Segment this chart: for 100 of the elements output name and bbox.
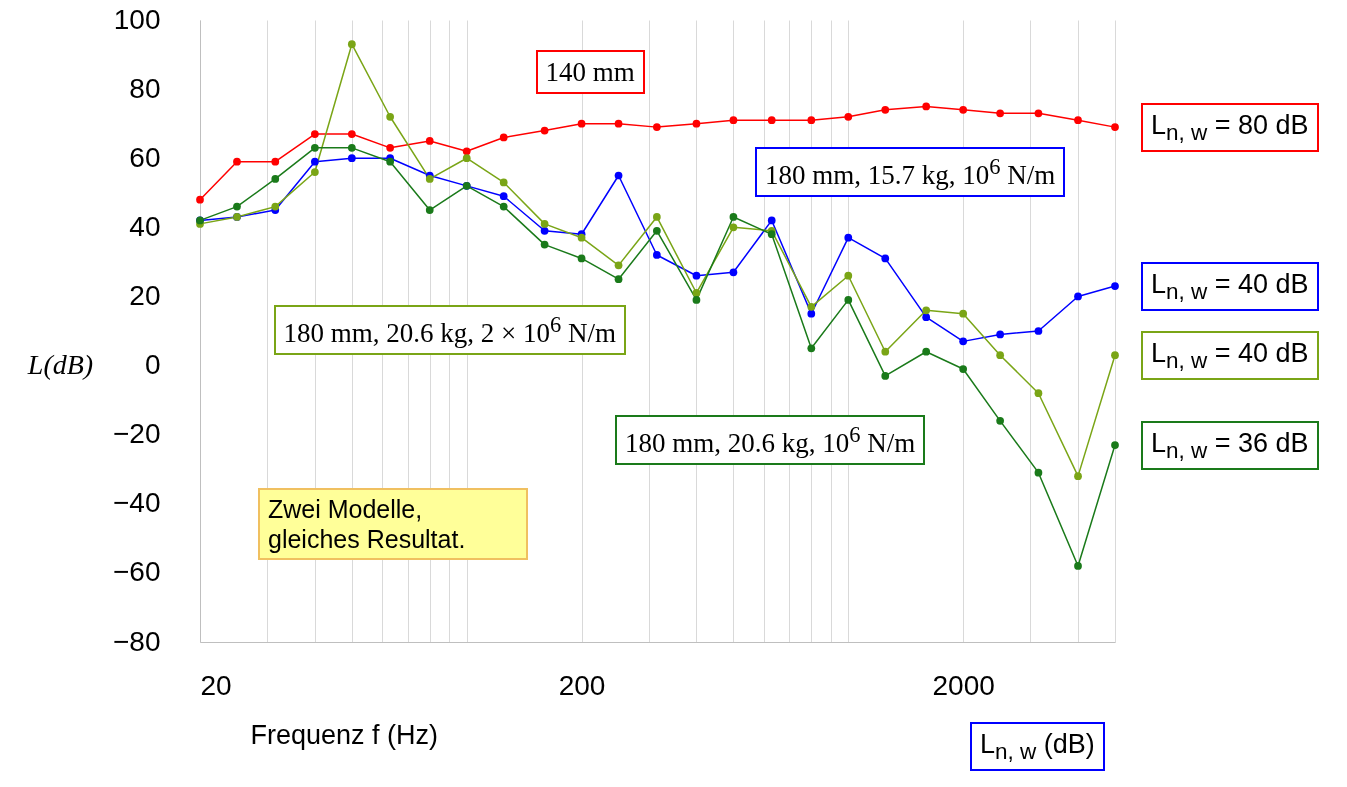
- point: [499, 202, 508, 211]
- point: [233, 157, 241, 166]
- point: [807, 309, 816, 318]
- y-tick-label: −20: [113, 418, 161, 450]
- point: [729, 213, 738, 221]
- point: [729, 116, 738, 125]
- point: [1074, 292, 1082, 301]
- y-axis-title: L(dB): [26, 349, 94, 381]
- point: [692, 296, 701, 304]
- point: [233, 202, 241, 211]
- point: [881, 372, 890, 380]
- point: [577, 119, 586, 128]
- point: [729, 268, 738, 277]
- point: [271, 202, 280, 211]
- point: [540, 240, 549, 249]
- y-tick-label: −60: [113, 556, 161, 588]
- point: [462, 154, 471, 163]
- point: [540, 220, 549, 228]
- point: [692, 119, 701, 128]
- point: [652, 213, 661, 221]
- y-tick-label: 40: [129, 210, 161, 242]
- point: [1074, 472, 1082, 480]
- point: [499, 133, 508, 142]
- point: [807, 116, 816, 125]
- point: [922, 347, 931, 356]
- point: [729, 223, 738, 232]
- point: [922, 306, 931, 315]
- point: [577, 254, 586, 263]
- point: [844, 233, 853, 242]
- point: [1034, 468, 1043, 477]
- y-tick-label: −80: [113, 625, 161, 657]
- series-label: 180 mm, 20.6 kg, 2 × 10$^{6}$ N/m: [273, 305, 626, 356]
- point: [996, 109, 1005, 118]
- text: L$_{n, w}$ (dB): [970, 722, 1105, 772]
- point: [386, 143, 395, 152]
- point: [1111, 282, 1119, 290]
- text: L$_{n, w}$ = 36 dB: [1141, 420, 1319, 470]
- point: [807, 344, 816, 353]
- point: [767, 216, 776, 225]
- point: [271, 175, 280, 183]
- y-tick-label: −40: [113, 487, 161, 519]
- point: [807, 302, 816, 311]
- point: [959, 105, 968, 114]
- y-tick-label: 60: [129, 141, 161, 173]
- point: [767, 230, 776, 239]
- y-tick-label: 0: [144, 349, 161, 381]
- point: [425, 175, 434, 183]
- x-tick-label: 20: [200, 669, 232, 701]
- point: [271, 157, 280, 166]
- series-label: 180 mm, 15.7 kg, 10$^{6}$ N/m: [755, 147, 1066, 198]
- point: [310, 157, 319, 166]
- point: [462, 147, 471, 156]
- point: [614, 275, 623, 284]
- point: [614, 171, 623, 180]
- point: [386, 112, 395, 121]
- y-tick-label: 20: [129, 279, 161, 311]
- text: L$_{n, w}$ = 40 dB: [1141, 261, 1319, 311]
- point: [959, 309, 968, 318]
- point: [1111, 441, 1119, 449]
- point: [844, 112, 853, 121]
- y-tick-label: 100: [113, 3, 161, 35]
- point: [310, 130, 319, 138]
- point: [922, 313, 931, 322]
- point: [1034, 389, 1043, 398]
- point: [959, 337, 968, 346]
- point: [540, 126, 549, 135]
- point: [614, 261, 623, 270]
- point: [1074, 562, 1082, 570]
- point: [996, 330, 1005, 339]
- point: [692, 271, 701, 280]
- point: [499, 178, 508, 187]
- x-tick-label: 2000: [932, 669, 995, 701]
- point: [1074, 116, 1082, 125]
- point: [881, 347, 890, 356]
- y-tick-label: 80: [129, 72, 161, 104]
- point: [767, 116, 776, 125]
- point: [310, 143, 319, 152]
- point: [922, 102, 931, 111]
- point: [347, 143, 356, 152]
- point: [652, 123, 661, 131]
- point: [881, 105, 890, 114]
- point: [1034, 327, 1043, 335]
- point: [844, 296, 853, 304]
- point: [196, 195, 204, 204]
- point: [1111, 123, 1119, 131]
- point: [347, 40, 356, 49]
- point: [959, 365, 968, 373]
- point: [652, 251, 661, 259]
- x-tick-label: 200: [558, 669, 606, 701]
- point: [425, 206, 434, 214]
- point: [1034, 109, 1043, 118]
- point: [347, 154, 356, 163]
- series-label: 180 mm, 20.6 kg, 10$^{6}$ N/m: [615, 415, 926, 466]
- x-axis-title: Frequenz f (Hz): [250, 719, 439, 750]
- annotation: Zwei Modelle, gleiches Resultat.: [258, 488, 528, 560]
- series-label: 140 mm: [535, 50, 645, 95]
- point: [844, 271, 853, 280]
- point: [614, 119, 623, 128]
- text: L$_{n, w}$ = 80 dB: [1141, 102, 1319, 152]
- point: [1111, 351, 1119, 360]
